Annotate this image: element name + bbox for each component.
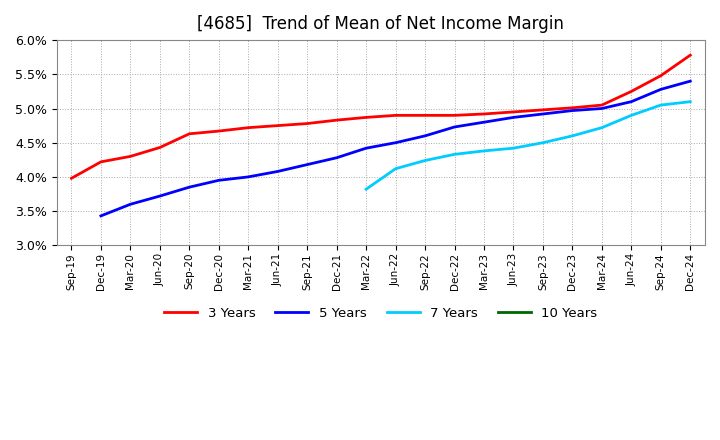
5 Years xyxy=(627,99,636,104)
3 Years xyxy=(156,145,164,150)
5 Years xyxy=(657,87,665,92)
7 Years xyxy=(627,113,636,118)
3 Years xyxy=(67,176,76,181)
5 Years xyxy=(420,133,429,139)
5 Years xyxy=(539,111,547,117)
3 Years xyxy=(333,117,341,123)
5 Years xyxy=(598,106,606,111)
5 Years xyxy=(362,146,371,151)
3 Years xyxy=(568,105,577,110)
5 Years xyxy=(686,78,695,84)
3 Years xyxy=(509,109,518,114)
5 Years xyxy=(480,120,488,125)
Line: 7 Years: 7 Years xyxy=(366,102,690,189)
7 Years xyxy=(657,103,665,108)
5 Years xyxy=(126,202,135,207)
Title: [4685]  Trend of Mean of Net Income Margin: [4685] Trend of Mean of Net Income Margi… xyxy=(197,15,564,33)
7 Years xyxy=(391,166,400,171)
7 Years xyxy=(420,158,429,163)
7 Years xyxy=(450,152,459,157)
3 Years xyxy=(126,154,135,159)
3 Years xyxy=(303,121,312,126)
3 Years xyxy=(686,52,695,58)
3 Years xyxy=(480,111,488,117)
3 Years xyxy=(244,125,253,130)
5 Years xyxy=(568,108,577,113)
Line: 5 Years: 5 Years xyxy=(101,81,690,216)
5 Years xyxy=(96,213,105,219)
7 Years xyxy=(686,99,695,104)
7 Years xyxy=(568,133,577,139)
Line: 3 Years: 3 Years xyxy=(71,55,690,178)
7 Years xyxy=(480,148,488,154)
3 Years xyxy=(598,103,606,108)
3 Years xyxy=(539,107,547,113)
7 Years xyxy=(362,187,371,192)
3 Years xyxy=(420,113,429,118)
5 Years xyxy=(391,140,400,145)
5 Years xyxy=(450,125,459,130)
3 Years xyxy=(391,113,400,118)
3 Years xyxy=(450,113,459,118)
5 Years xyxy=(215,178,223,183)
3 Years xyxy=(185,131,194,136)
3 Years xyxy=(274,123,282,128)
5 Years xyxy=(185,184,194,190)
5 Years xyxy=(156,194,164,199)
7 Years xyxy=(539,140,547,145)
5 Years xyxy=(274,169,282,174)
5 Years xyxy=(303,162,312,167)
5 Years xyxy=(244,174,253,180)
3 Years xyxy=(627,89,636,94)
7 Years xyxy=(509,146,518,151)
3 Years xyxy=(215,128,223,134)
7 Years xyxy=(598,125,606,130)
5 Years xyxy=(509,115,518,120)
5 Years xyxy=(333,155,341,161)
3 Years xyxy=(657,73,665,78)
Legend: 3 Years, 5 Years, 7 Years, 10 Years: 3 Years, 5 Years, 7 Years, 10 Years xyxy=(159,301,603,325)
3 Years xyxy=(362,115,371,120)
3 Years xyxy=(96,159,105,165)
